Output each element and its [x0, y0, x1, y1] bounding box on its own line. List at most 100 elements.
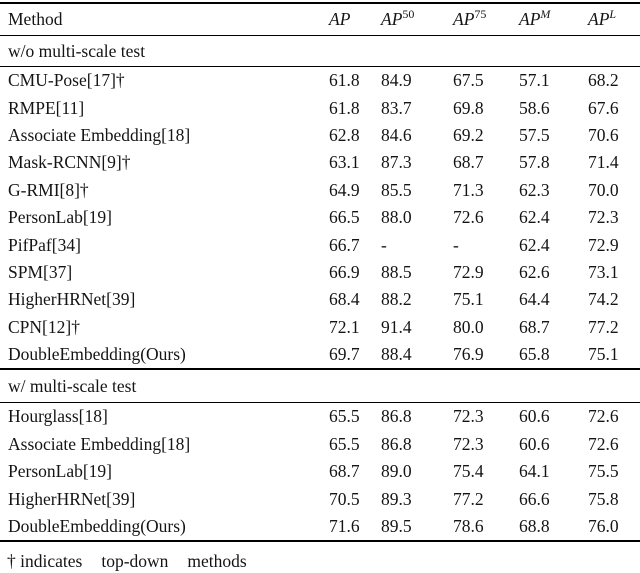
metric-value: 72.3 [453, 406, 484, 427]
table-row: DoubleEmbedding(Ours) 69.7 88.4 76.9 65.8 75.… [0, 341, 640, 369]
metric-value: 85.5 [381, 179, 412, 200]
metric-value: 58.6 [519, 97, 550, 118]
method-name: Associate Embedding[18] [8, 124, 191, 145]
metric-value: 72.6 [588, 406, 619, 427]
footnote-part: top-down [101, 551, 169, 572]
metric-value: 71.6 [329, 516, 360, 537]
metric-value: 86.8 [381, 433, 412, 454]
table-row: CPN[12]† 72.1 91.4 80.0 68.7 77.2 [0, 314, 640, 341]
footnote-cell: † indicates top-down methods [0, 540, 640, 573]
table-row: Associate Embedding[18] 62.8 84.6 69.2 57.5 7… [0, 122, 640, 149]
metric-value: 75.5 [588, 461, 619, 482]
metric-value: 72.6 [588, 433, 619, 454]
metric-value: 86.8 [381, 406, 412, 427]
metric-value: 89.5 [381, 516, 412, 537]
column-header-apl: APL [587, 3, 640, 36]
section-header-label: w/ multi-scale test [0, 368, 640, 404]
table-row: RMPE[11] 61.8 83.7 69.8 58.6 67.6 [0, 94, 640, 121]
method-name: DoubleEmbedding(Ours) [8, 516, 186, 537]
metric-value: 66.5 [329, 207, 360, 228]
metric-value: 66.6 [519, 488, 550, 509]
metric-value: - [381, 234, 387, 255]
metric-value: 75.8 [588, 488, 619, 509]
table-header: Method AP AP50 AP 75 APM APL [0, 3, 640, 36]
metric-value: 87.3 [381, 152, 412, 173]
metric-value: 88.0 [381, 207, 412, 228]
table-row: Mask-RCNN[9]† 63.1 87.3 68.7 57.8 71.4 [0, 149, 640, 176]
metric-value: 70.6 [588, 124, 619, 145]
metric-value: 89.0 [381, 461, 412, 482]
metric-value: 69.2 [453, 124, 484, 145]
metric-value: 84.6 [381, 124, 412, 145]
metric-value: 72.3 [588, 207, 619, 228]
metric-value: 64.4 [519, 289, 550, 310]
metric-value: 69.8 [453, 97, 484, 118]
method-name: RMPE[11] [8, 97, 85, 118]
column-header-method: Method [0, 3, 328, 36]
metric-value: 65.5 [329, 406, 360, 427]
metric-value: 60.6 [519, 406, 550, 427]
method-name: Associate Embedding[18] [8, 433, 191, 454]
metric-value: 61.8 [329, 97, 360, 118]
metric-value: 76.0 [588, 516, 619, 537]
method-name: PersonLab[19] [8, 461, 113, 482]
metric-value: 72.1 [329, 316, 360, 337]
method-name: PifPaf[34] [8, 234, 81, 255]
metric-value: 70.5 [329, 488, 360, 509]
metric-value: 65.8 [519, 344, 550, 365]
metric-value: 76.9 [453, 344, 484, 365]
method-name: DoubleEmbedding(Ours) [8, 344, 186, 365]
metric-value: 64.1 [519, 461, 550, 482]
column-header-ap50: AP50 [380, 3, 452, 36]
metric-value: 91.4 [381, 316, 412, 337]
metric-value: 77.2 [453, 488, 484, 509]
metric-value: 68.7 [329, 461, 360, 482]
metric-value: 66.7 [329, 234, 360, 255]
section-header-row: w/o multi-scale test [0, 35, 640, 67]
metric-value: 66.9 [329, 261, 360, 282]
metric-value: 62.6 [519, 261, 550, 282]
table-row: G-RMI[8]† 64.9 85.5 71.3 62.3 70.0 [0, 177, 640, 204]
metric-value: 57.5 [519, 124, 550, 145]
metric-value: 60.6 [519, 433, 550, 454]
metric-value: 62.8 [329, 124, 360, 145]
column-header-sup: L [609, 7, 617, 22]
column-header-sup: M [540, 7, 551, 22]
table-row: PersonLab[19] 66.5 88.0 72.6 62.4 72.3 [0, 204, 640, 231]
column-header-apm: APM [518, 3, 587, 36]
metric-value: 68.7 [453, 152, 484, 173]
method-name: Hourglass[18] [8, 406, 108, 427]
metric-value: 72.9 [453, 261, 484, 282]
metric-value: 67.6 [588, 97, 619, 118]
table-row: PifPaf[34] 66.7- -62.4 72.9 [0, 231, 640, 258]
table-footer: † indicates top-down methods [0, 540, 640, 573]
footnote-part: methods [187, 551, 247, 572]
metric-value: 68.8 [519, 516, 550, 537]
metric-value: 68.4 [329, 289, 360, 310]
metric-value: 64.9 [329, 179, 360, 200]
column-header-sup: 75 [474, 7, 487, 22]
metric-value: 72.9 [588, 234, 619, 255]
metric-value: 71.3 [453, 179, 484, 200]
metric-value: 88.5 [381, 261, 412, 282]
metric-value: 62.3 [519, 179, 550, 200]
method-name: SPM[37] [8, 261, 73, 282]
metric-value: 89.3 [381, 488, 412, 509]
column-header-label: Method [8, 9, 63, 29]
column-header-sup: 50 [402, 7, 415, 22]
metric-value: 83.7 [381, 97, 412, 118]
metric-value: 73.1 [588, 261, 619, 282]
footnote: † indicates top-down methods [1, 551, 639, 572]
method-name: PersonLab[19] [8, 207, 113, 228]
column-header-label: AP [381, 9, 403, 29]
metric-value: 75.1 [588, 344, 619, 365]
section-with-multiscale: w/ multi-scale test Hourglass[18] 65.5 86.… [0, 368, 640, 541]
table-row: HigherHRNet[39] 70.5 89.3 77.2 66.6 75.8 [0, 485, 640, 512]
metric-value: 62.4 [519, 207, 550, 228]
metric-value: 88.4 [381, 344, 412, 365]
metric-value: 68.7 [519, 316, 550, 337]
metric-value: 72.3 [453, 433, 484, 454]
method-name: Mask-RCNN[9]† [8, 152, 131, 173]
column-header-label: AP [519, 9, 541, 29]
